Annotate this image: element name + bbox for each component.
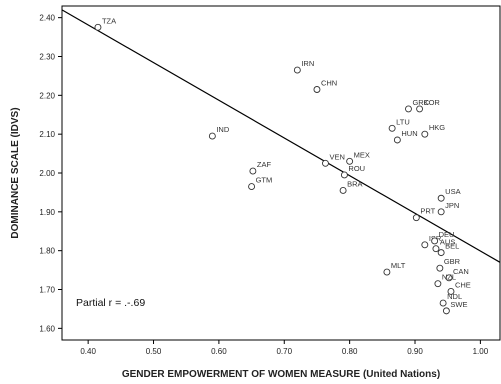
y-tick-label: 2.00 <box>39 169 55 178</box>
point-label-swe: SWE <box>450 300 467 309</box>
point-label-jpn: JPN <box>445 201 459 210</box>
data-point-chn <box>313 86 321 93</box>
point-label-hun: HUN <box>401 129 417 138</box>
point-label-gbr: GBR <box>444 257 461 266</box>
data-point-ind <box>208 132 216 140</box>
point-label-aus: AUS <box>440 238 455 247</box>
y-tick-label: 2.40 <box>39 14 55 23</box>
point-label-kor: KOR <box>424 98 441 107</box>
point-label-hkg: HKG <box>429 123 445 132</box>
data-point-aus <box>432 245 440 253</box>
x-tick-label: 0.90 <box>407 347 423 356</box>
point-label-gtm: GTM <box>256 176 273 185</box>
data-point-tza <box>94 23 102 31</box>
x-tick-label: 0.80 <box>342 347 358 356</box>
data-point-hkg <box>421 130 429 138</box>
point-label-che: CHE <box>455 280 471 289</box>
point-label-chn: CHN <box>321 79 337 88</box>
data-point-ltu <box>388 124 396 132</box>
point-label-grc: GRC <box>412 98 429 107</box>
data-point-zaf <box>249 167 257 175</box>
point-label-mex: MEX <box>354 150 370 159</box>
data-point-jpn <box>437 208 445 216</box>
point-label-zaf: ZAF <box>257 160 272 169</box>
y-tick-label: 1.70 <box>39 286 55 295</box>
point-label-ven: VEN <box>329 152 344 161</box>
regression-line <box>61 9 501 263</box>
data-point-isr <box>421 241 429 249</box>
point-label-can: CAN <box>453 267 469 276</box>
plot-area <box>61 5 501 341</box>
point-label-ind: IND <box>216 125 230 134</box>
point-label-deu: DEU <box>439 230 455 239</box>
x-tick-label: 1.00 <box>473 347 489 356</box>
x-tick-label: 0.60 <box>211 347 227 356</box>
data-point-che <box>447 288 455 295</box>
data-point-kor <box>416 105 424 113</box>
data-point-ndl <box>439 299 447 307</box>
y-tick-label: 2.20 <box>39 91 55 100</box>
data-point-irn <box>293 66 301 74</box>
data-point-swe <box>442 307 450 315</box>
data-point-gtm <box>248 183 256 191</box>
data-point-deu <box>431 237 439 245</box>
point-label-bra: BRA <box>347 179 362 188</box>
x-axis-title: GENDER EMPOWERMENT OF WOMEN MEASURE (Uni… <box>122 369 440 380</box>
point-label-rou: ROU <box>348 164 365 173</box>
point-label-nzl: NZL <box>442 273 456 282</box>
partial-r-annotation: Partial r = .-.69 <box>76 297 145 309</box>
data-point-mlt <box>383 268 391 276</box>
point-label-mlt: MLT <box>391 261 406 270</box>
point-label-ndl: NDL <box>447 292 462 301</box>
data-point-mex <box>346 157 354 165</box>
y-tick-label: 1.80 <box>39 247 55 256</box>
y-tick-label: 1.60 <box>39 324 55 333</box>
y-axis-title: DOMINANCE SCALE (IDVS) <box>10 107 21 238</box>
y-axis: 1.60 1.70 1.80 1.90 2.00 2.10 2.20 2.30 2.40 <box>39 14 62 333</box>
point-label-irn: IRN <box>301 59 314 68</box>
data-point-bra <box>339 187 347 194</box>
data-point-prt <box>412 214 420 222</box>
data-point-ven <box>322 159 329 167</box>
y-tick-label: 2.10 <box>39 130 55 139</box>
point-label-prt: PRT <box>420 207 435 216</box>
data-point-can <box>445 274 453 282</box>
point-label-usa: USA <box>445 187 460 196</box>
y-tick-label: 2.30 <box>39 52 55 61</box>
x-tick-label: 0.70 <box>276 347 292 356</box>
data-point-rou <box>340 171 348 179</box>
x-tick-label: 0.50 <box>146 347 162 356</box>
data-point-bel <box>437 249 445 257</box>
point-label-bel: BEL <box>445 242 459 251</box>
data-points: TZA IRN CHN IND KOR LTU GRC HKG HUN VEN MEX ZAF GTM R… <box>94 16 471 315</box>
data-point-grc <box>405 105 412 113</box>
y-tick-label: 1.90 <box>39 208 55 217</box>
point-label-ltu: LTU <box>396 117 410 126</box>
data-point-hun <box>393 136 401 144</box>
x-axis: 0.40 0.50 0.60 0.70 0.80 0.90 1.00 <box>80 340 489 356</box>
data-point-nzl <box>434 280 442 288</box>
data-point-gbr <box>436 264 444 272</box>
x-tick-label: 0.40 <box>80 347 96 356</box>
point-label-tza: TZA <box>102 16 116 25</box>
data-point-usa <box>437 194 445 202</box>
